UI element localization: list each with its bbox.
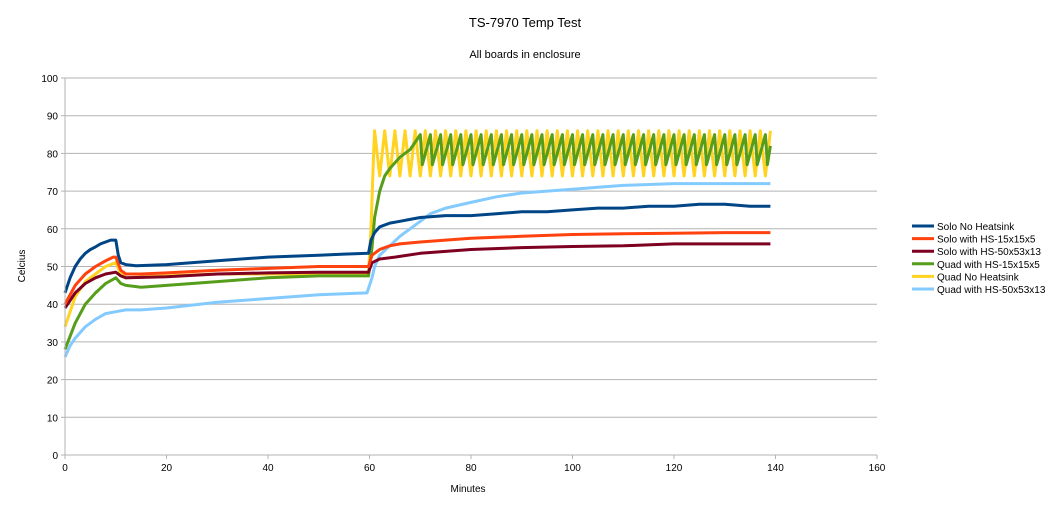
legend-label: Quad with HS-50x53x13 bbox=[937, 285, 1046, 296]
y-tick-label: 90 bbox=[47, 112, 59, 123]
x-tick-label: 40 bbox=[262, 463, 274, 474]
y-tick-label: 60 bbox=[47, 225, 59, 236]
y-tick-label: 100 bbox=[41, 74, 58, 85]
series-line-0 bbox=[63, 202, 771, 294]
x-tick-label: 60 bbox=[364, 463, 376, 474]
x-tick-label: 80 bbox=[465, 463, 477, 474]
y-tick-label: 30 bbox=[47, 338, 59, 349]
x-tick-label: 20 bbox=[161, 463, 173, 474]
x-axis-label: Minutes bbox=[450, 484, 485, 495]
legend-label: Quad No Heatsink bbox=[937, 272, 1020, 283]
legend-label: Solo with HS-50x53x13 bbox=[937, 247, 1041, 258]
x-tick-label: 120 bbox=[666, 463, 683, 474]
legend-label: Solo No Heatsink bbox=[937, 222, 1015, 233]
x-tick-label: 100 bbox=[564, 463, 581, 474]
chart-subtitle: All boards in enclosure bbox=[469, 49, 580, 61]
series-line-2 bbox=[63, 242, 771, 309]
y-tick-label: 10 bbox=[47, 413, 59, 424]
y-tick-label: 20 bbox=[47, 376, 59, 387]
y-tick-label: 80 bbox=[47, 149, 59, 160]
legend-label: Quad with HS-15x15x5 bbox=[937, 260, 1040, 271]
y-tick-label: 70 bbox=[47, 187, 59, 198]
series-line-3 bbox=[63, 133, 772, 350]
legend: Solo No Heatsink Solo with HS-15x15x5Solo… bbox=[912, 222, 1046, 296]
x-tick-label: 140 bbox=[767, 463, 784, 474]
x-tick-label: 0 bbox=[62, 463, 68, 474]
chart-title: TS-7970 Temp Test bbox=[469, 15, 582, 30]
y-tick-label: 0 bbox=[52, 451, 58, 462]
y-axis-label: Celcius bbox=[17, 250, 28, 283]
y-tick-label: 40 bbox=[47, 300, 59, 311]
series-line-1 bbox=[63, 231, 771, 305]
series-line-5 bbox=[63, 182, 771, 358]
x-tick-label: 160 bbox=[869, 463, 886, 474]
y-tick-label: 50 bbox=[47, 263, 59, 274]
legend-label: Solo with HS-15x15x5 bbox=[937, 235, 1036, 246]
